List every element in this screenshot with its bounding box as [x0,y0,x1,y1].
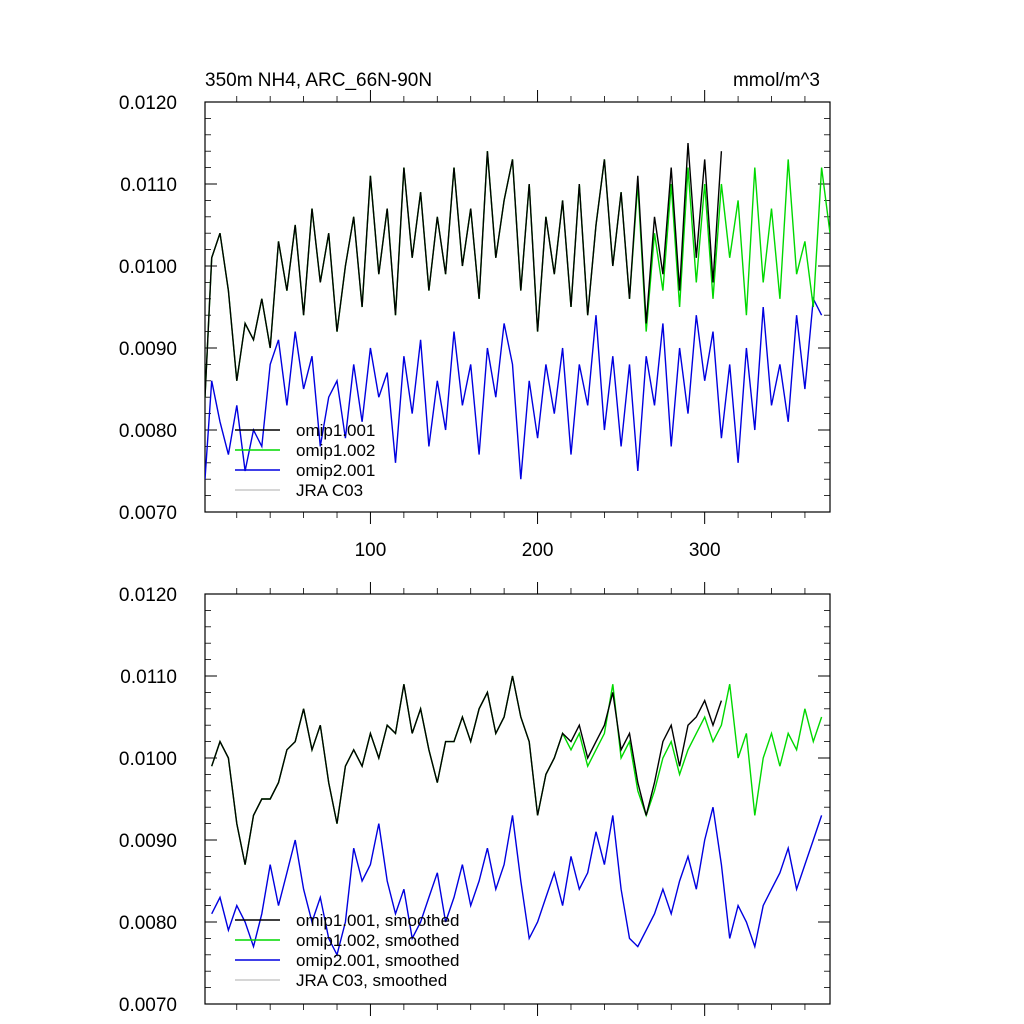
y-tick-label: 0.0090 [119,339,177,360]
legend-label: omip2.001 [296,461,375,480]
legend-label: JRA C03, smoothed [296,971,447,990]
top-panel: 0.0070 0.0080 0.0090 0.0100 0.0110 0.0120 100 2… [119,90,831,561]
legend-label: omip1.001 [296,421,375,440]
series-line-0 [211,675,723,865]
series-line-0 [205,142,723,398]
chart-title: 350m NH4, ARC_66N-90N [205,70,432,91]
legend-label: omip2.001, smoothed [296,951,460,970]
x-tick-label: 200 [522,540,554,561]
legend-label: JRA C03 [296,481,363,500]
x-tick-label: 100 [355,540,387,561]
series-line-2 [211,807,823,957]
bottom-panel: 0.0070 0.0080 0.0090 0.0100 0.0110 0.0120 omip… [119,582,831,1016]
y-tick-label: 0.0100 [119,749,177,770]
y-tick-label: 0.0120 [119,93,177,114]
y-tick-label: 0.0080 [119,421,177,442]
y-tick-label: 0.0070 [119,503,177,524]
y-tick-label: 0.0100 [119,257,177,278]
series-line-1 [211,675,823,865]
y-tick-label: 0.0080 [119,913,177,934]
y-tick-label: 0.0090 [119,831,177,852]
y-tick-label: 0.0120 [119,585,177,606]
x-tick-label: 300 [689,540,721,561]
legend-label: omip1.001, smoothed [296,911,460,930]
y-tick-label: 0.0110 [120,175,177,196]
legend-label: omip1.002 [296,441,375,460]
plot-frame [204,101,831,513]
units-label: mmol/m^3 [733,70,820,91]
legend-label: omip1.002, smoothed [296,931,460,950]
series-line-2 [205,296,823,480]
y-tick-label: 0.0070 [119,995,177,1016]
y-tick-label: 0.0110 [120,667,177,688]
plot-frame [204,593,831,1005]
